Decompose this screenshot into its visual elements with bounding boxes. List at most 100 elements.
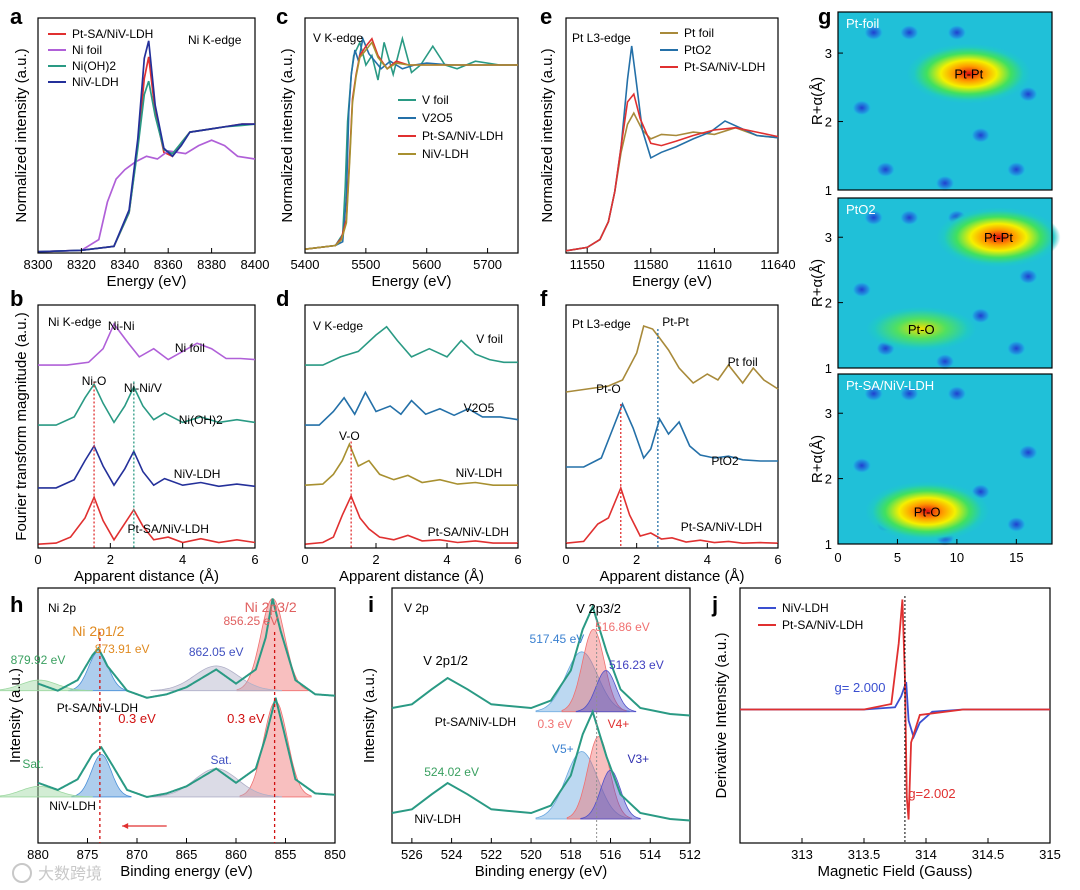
x-axis-label: Energy (eV) — [632, 273, 712, 290]
panel-label: f — [540, 286, 548, 311]
panel-label: a — [10, 4, 23, 29]
heatmap-low — [946, 385, 967, 402]
series-line — [391, 603, 691, 717]
y-axis-label: R+α(Å) — [809, 77, 826, 125]
heatmap-peak-label: Pt-O — [914, 504, 941, 519]
panel-a: a 8300 8320 8340 8360 8380 8400 Energy (eV) Norm… — [10, 4, 269, 290]
panel-label: d — [276, 286, 289, 311]
heatmap-pt-sa-niv-ldh: Pt-O Pt-SA/NiV-LDH 1 2 3 R+α(Å) — [809, 373, 1053, 552]
series-line-pt-foil — [565, 111, 779, 252]
series-line-v-foil — [305, 325, 518, 366]
x-tick-label: 522 — [480, 847, 502, 862]
y-axis-label: R+α(Å) — [809, 259, 826, 307]
heatmap-peak-label: Pt-O — [908, 322, 935, 337]
annotation: V3+ — [628, 752, 650, 766]
x-tick-label: 6 — [251, 552, 258, 567]
x-tick-label: 11640 — [760, 257, 795, 272]
x-tick-label: 526 — [401, 847, 423, 862]
x-tick-label: 8340 — [110, 257, 139, 272]
series-label: Pt-SA/NiV-LDH — [128, 522, 209, 536]
fit-component — [535, 751, 630, 820]
legend-label: Ni foil — [72, 43, 102, 57]
heatmap-low — [863, 385, 884, 402]
series-line-pt-sa-niv-ldh — [304, 494, 518, 545]
x-tick-label: 5 — [894, 550, 901, 565]
x-tick-label: 875 — [77, 847, 99, 862]
x-tick-label: 2 — [633, 552, 640, 567]
heatmap-low — [863, 24, 884, 41]
annotation: 516.23 eV — [609, 658, 664, 672]
y-tick-label: 1 — [825, 183, 832, 198]
x-tick-label: 4 — [443, 552, 450, 567]
y-axis-label: R+α(Å) — [809, 435, 826, 483]
x-tick-label: 11610 — [697, 257, 732, 272]
arrow-head — [122, 823, 129, 829]
plot-frame — [565, 17, 779, 254]
heatmap-low — [851, 281, 872, 298]
series-label: V2O5 — [464, 401, 495, 415]
plot-frame — [304, 304, 519, 549]
heatmap-maximum — [865, 481, 990, 542]
series-line-niv-ldh — [304, 40, 518, 250]
annotation: Ni 2p3/2 — [245, 599, 297, 615]
heatmap-low — [863, 209, 884, 226]
x-tick-label: 8320 — [67, 257, 96, 272]
plot-frame — [37, 17, 256, 254]
legend-label: Ni(OH)2 — [72, 59, 116, 73]
heatmap-title: Pt-SA/NiV-LDH — [846, 378, 934, 393]
annotation: V4+ — [608, 717, 630, 731]
annotation: 873.91 eV — [95, 642, 150, 656]
annotation: g=2.002 — [908, 786, 955, 801]
heatmap-maximum — [906, 43, 1031, 104]
legend-label: Pt-SA/NiV-LDH — [72, 27, 153, 41]
x-axis-label: Binding energy (eV) — [475, 863, 608, 880]
y-tick-label: 3 — [825, 46, 832, 61]
series-label: Pt-SA/NiV-LDH — [681, 520, 762, 534]
series-line — [37, 598, 336, 699]
heatmap-title: PtO2 — [846, 202, 876, 217]
series-label: Ni foil — [175, 341, 205, 355]
heatmap-low — [1006, 516, 1027, 533]
annotation: 856.25 eV — [223, 614, 278, 628]
heatmap-low — [1018, 268, 1039, 285]
peak-label: Ni-O — [82, 374, 107, 388]
panel-label: h — [10, 592, 23, 617]
series-label: V foil — [476, 332, 503, 346]
edge-note: V K-edge — [313, 31, 363, 45]
x-tick-label: 524 — [441, 847, 463, 862]
y-axis-label: Derivative Intensity (a.u.) — [713, 633, 730, 799]
legend-label: NiV-LDH — [72, 75, 119, 89]
annotation: 862.05 eV — [189, 645, 244, 659]
y-tick-label: 1 — [825, 537, 832, 552]
legend-label: Pt foil — [684, 26, 714, 40]
x-tick-label: 0 — [34, 552, 41, 567]
x-tick-label: 0 — [562, 552, 569, 567]
fit-component — [575, 670, 637, 713]
panel-h: h 880 875 870 865 860 855 850 Binding energy (eV… — [0, 587, 346, 880]
series-label: NiV-LDH — [174, 467, 221, 481]
series-label: NiV-LDH — [414, 812, 461, 826]
heatmap-frame — [837, 197, 1053, 369]
x-tick-label: 5600 — [412, 257, 441, 272]
series-line-pto2 — [566, 401, 778, 468]
heatmap-maximum — [936, 207, 1061, 268]
x-tick-label: 314.5 — [972, 847, 1005, 862]
x-tick-label: 850 — [324, 847, 346, 862]
series-label: Ni(OH)2 — [179, 413, 223, 427]
x-tick-label: 11550 — [570, 257, 605, 272]
fit-component — [561, 628, 627, 713]
x-tick-label: 870 — [126, 847, 148, 862]
x-tick-label: 8360 — [154, 257, 183, 272]
fit-component — [580, 769, 641, 820]
x-tick-label: 6 — [774, 552, 781, 567]
heatmap-low — [851, 457, 872, 474]
peak-label: Pt-Pt — [662, 315, 689, 329]
x-tick-label: 5400 — [291, 257, 320, 272]
heatmap-low — [935, 175, 955, 192]
panel-label: g — [818, 4, 831, 29]
legend-label: V2O5 — [422, 111, 453, 125]
fit-component — [150, 665, 282, 692]
heatmap-low — [970, 127, 991, 144]
heatmap-frame — [837, 373, 1053, 545]
edge-note: Ni K-edge — [48, 315, 102, 329]
